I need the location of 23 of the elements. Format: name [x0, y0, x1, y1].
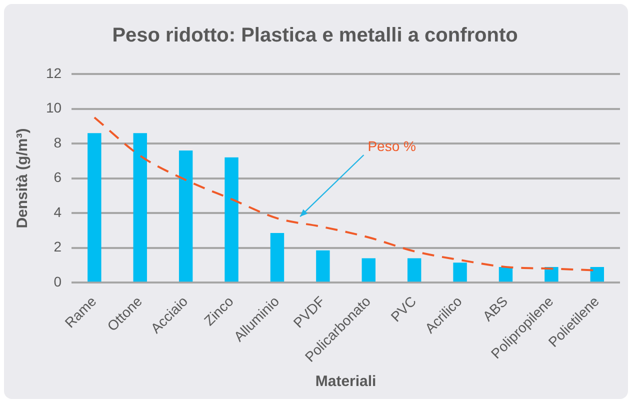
chart-title: Peso ridotto: Plastica e metalli a confronto [112, 24, 518, 47]
bar [133, 133, 147, 282]
y-tick-label: 2 [54, 238, 62, 255]
y-tick-label: 8 [54, 134, 62, 150]
y-tick-label: 10 [46, 100, 62, 116]
bar [544, 266, 558, 282]
bar [407, 258, 422, 282]
y-tick-label: 6 [54, 169, 62, 186]
bar [270, 233, 284, 282]
bar [316, 250, 330, 282]
bar [362, 258, 376, 282]
bar [590, 266, 604, 282]
y-axis-title: Densità (g/m³) [14, 128, 32, 228]
y-tick-label: 4 [54, 204, 62, 220]
annotation: Peso % [368, 138, 416, 154]
bar [224, 157, 238, 282]
y-tick-label: 12 [46, 64, 62, 81]
y-tick-label: 0 [54, 273, 62, 290]
x-axis-title: Materiali [315, 373, 376, 390]
bar [178, 150, 193, 282]
bar [453, 262, 467, 282]
bar [498, 266, 513, 282]
bar [88, 133, 102, 282]
